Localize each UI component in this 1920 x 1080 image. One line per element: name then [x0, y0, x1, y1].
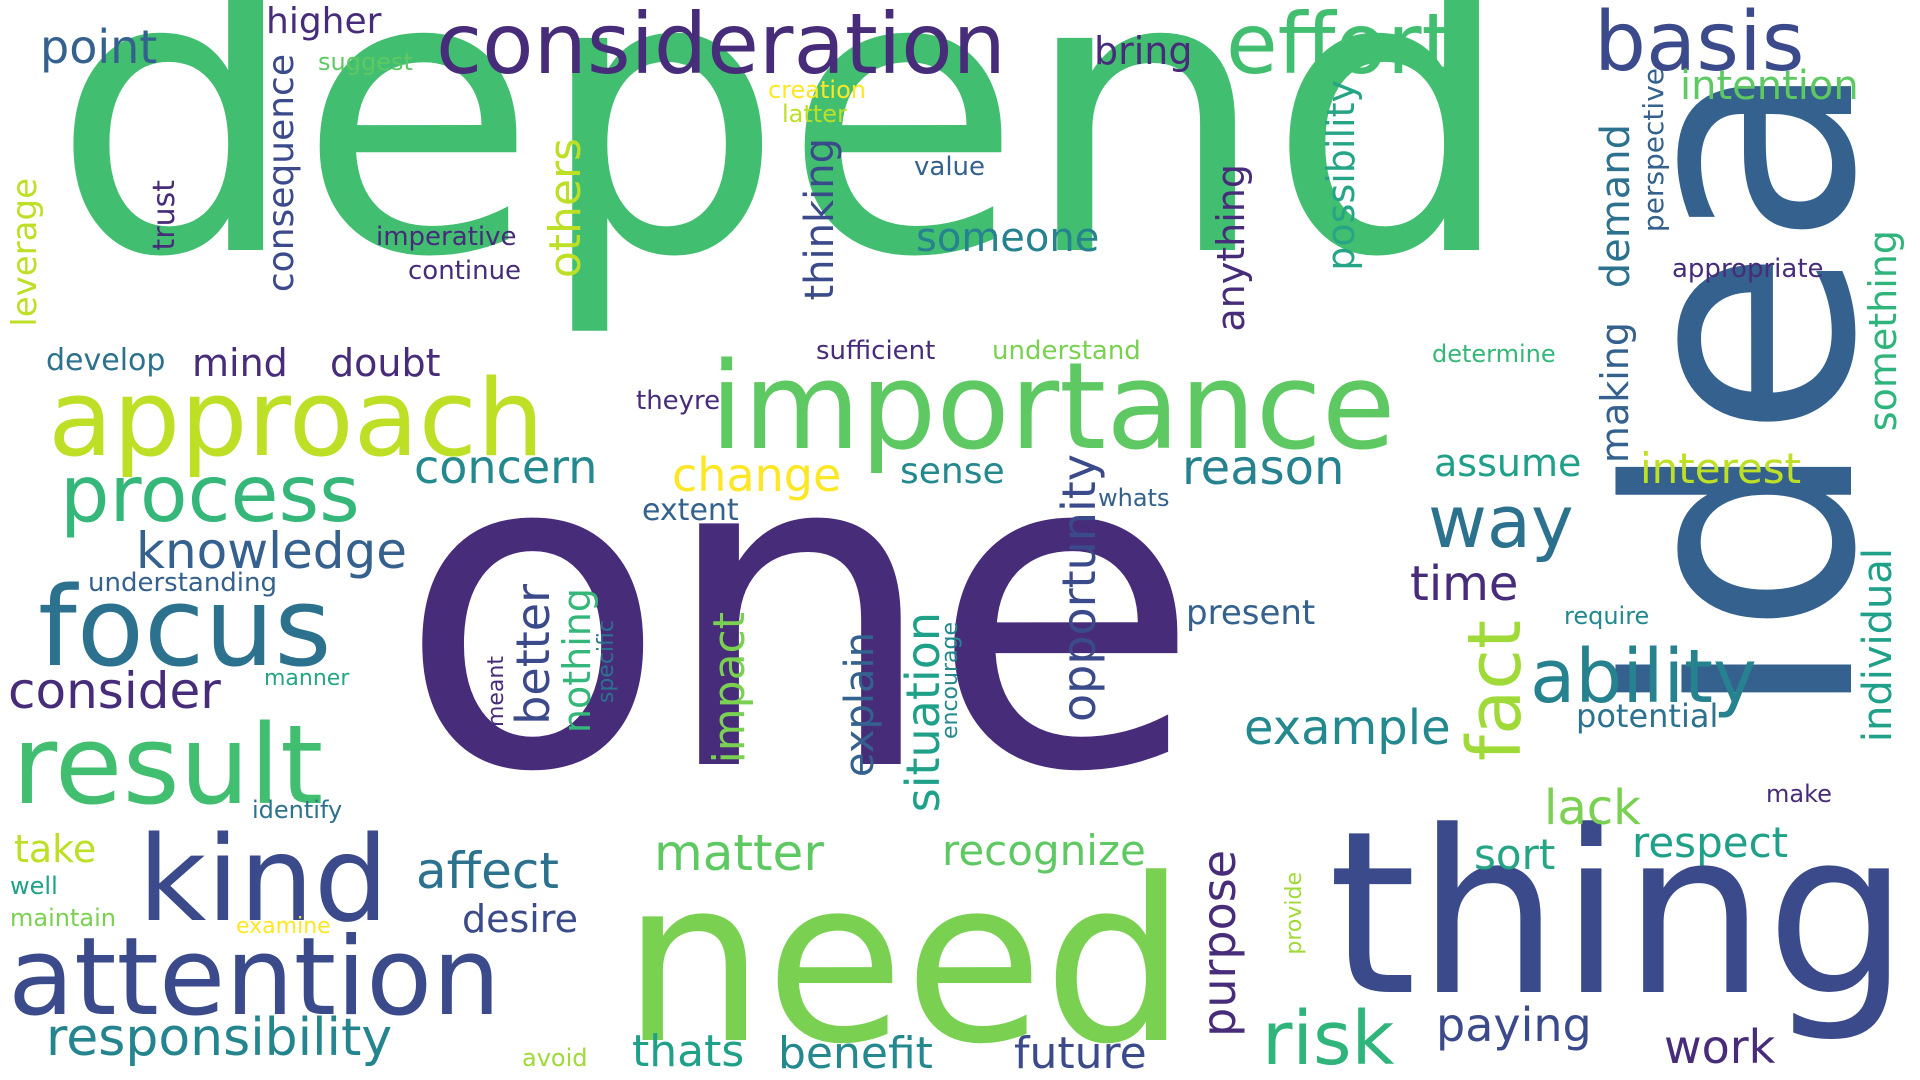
word-time: time	[1410, 556, 1519, 612]
word-paying: paying	[1436, 998, 1592, 1052]
word-way: way	[1428, 480, 1574, 564]
word-higher: higher	[266, 1, 382, 42]
word-importance: importance	[710, 338, 1396, 477]
word-process: process	[60, 450, 360, 540]
word-develop: develop	[46, 343, 166, 378]
word-opportunity: opportunity	[1052, 454, 1106, 722]
word-kind: kind	[138, 810, 389, 948]
word-future: future	[1014, 1028, 1147, 1079]
word-theyre: theyre	[636, 386, 721, 416]
word-explain: explain	[837, 632, 883, 778]
word-interest: interest	[1640, 444, 1802, 493]
word-thats: thats	[632, 1026, 745, 1077]
word-consideration: consideration	[436, 0, 1006, 93]
word-reason: reason	[1182, 440, 1345, 496]
word-understanding: understanding	[88, 568, 278, 598]
word-ability: ability	[1530, 634, 1757, 720]
word-determine: determine	[1432, 340, 1556, 368]
word-one: one	[398, 356, 1201, 868]
word-maintain: maintain	[10, 904, 116, 932]
word-point: point	[40, 20, 158, 74]
word-assume: assume	[1434, 441, 1582, 485]
word-better: better	[506, 584, 560, 725]
word-respect: respect	[1632, 818, 1789, 867]
word-sort: sort	[1474, 830, 1556, 879]
word-sense: sense	[900, 451, 1005, 492]
word-focus: focus	[38, 563, 332, 691]
word-lack: lack	[1544, 780, 1641, 836]
word-recognize: recognize	[942, 826, 1146, 875]
word-consider: consider	[8, 662, 221, 720]
word-require: require	[1564, 602, 1650, 630]
word-nothing: nothing	[555, 588, 599, 734]
word-present: present	[1186, 593, 1316, 633]
word-anything: anything	[1209, 164, 1253, 332]
word-trust: trust	[147, 180, 182, 251]
word-risk: risk	[1262, 996, 1395, 1080]
word-whats: whats	[1098, 484, 1170, 512]
word-impact: impact	[704, 612, 755, 764]
word-doubt: doubt	[330, 341, 441, 385]
word-individual: individual	[1855, 548, 1901, 743]
word-sufficient: sufficient	[816, 336, 936, 366]
word-making: making	[1593, 322, 1637, 464]
word-value: value	[914, 152, 986, 182]
word-take: take	[14, 827, 97, 871]
word-bring: bring	[1094, 29, 1193, 73]
word-continue: continue	[408, 256, 522, 286]
word-manner: manner	[264, 666, 350, 691]
word-benefit: benefit	[778, 1028, 933, 1079]
word-knowledge: knowledge	[136, 522, 408, 580]
word-basis: basis	[1594, 0, 1805, 90]
word-others: others	[540, 138, 591, 279]
word-mind: mind	[192, 341, 288, 385]
word-meant: meant	[484, 656, 509, 728]
word-intention: intention	[1680, 63, 1859, 109]
word-encourage: encourage	[938, 622, 963, 740]
word-example: example	[1244, 700, 1451, 756]
word-perspective: perspective	[1637, 68, 1670, 233]
word-understand: understand	[992, 336, 1141, 366]
word-creation: creation	[768, 76, 866, 104]
word-thing: thing	[1328, 783, 1910, 1046]
word-suggest: suggest	[318, 48, 413, 76]
word-latter: latter	[782, 100, 847, 128]
word-extent: extent	[642, 493, 739, 528]
word-possibility: possibility	[1319, 80, 1363, 271]
word-attention: attention	[8, 915, 501, 1040]
word-provide: provide	[1282, 872, 1307, 955]
word-someone: someone	[916, 215, 1100, 261]
word-fact: fact	[1452, 620, 1538, 762]
word-something: something	[1861, 230, 1905, 432]
word-make: make	[1766, 780, 1832, 808]
word-identify: identify	[252, 796, 343, 824]
word-appropriate: appropriate	[1672, 254, 1824, 284]
word-approach: approach	[48, 357, 545, 480]
word-affect: affect	[416, 842, 559, 900]
word-concern: concern	[414, 440, 598, 494]
word-matter: matter	[654, 824, 824, 882]
word-responsibility: responsibility	[46, 1008, 393, 1068]
word-consequence: consequence	[261, 54, 302, 293]
word-avoid: avoid	[522, 1044, 588, 1072]
word-specific: specific	[594, 620, 619, 704]
word-desire: desire	[462, 897, 579, 941]
word-need: need	[622, 831, 1187, 1080]
word-effort: effort	[1226, 0, 1455, 93]
word-demand: demand	[1593, 124, 1639, 289]
word-leverage: leverage	[5, 178, 45, 327]
word-imperative: imperative	[376, 222, 517, 252]
word-well: well	[10, 872, 58, 900]
word-result: result	[12, 701, 324, 829]
word-depend: depend	[52, 0, 1515, 342]
word-change: change	[672, 448, 842, 502]
word-examine: examine	[236, 914, 331, 939]
word-potential: potential	[1576, 697, 1719, 735]
word-work: work	[1664, 1020, 1776, 1074]
word-purpose: purpose	[1192, 850, 1246, 1037]
word-thinking: thinking	[797, 138, 843, 301]
